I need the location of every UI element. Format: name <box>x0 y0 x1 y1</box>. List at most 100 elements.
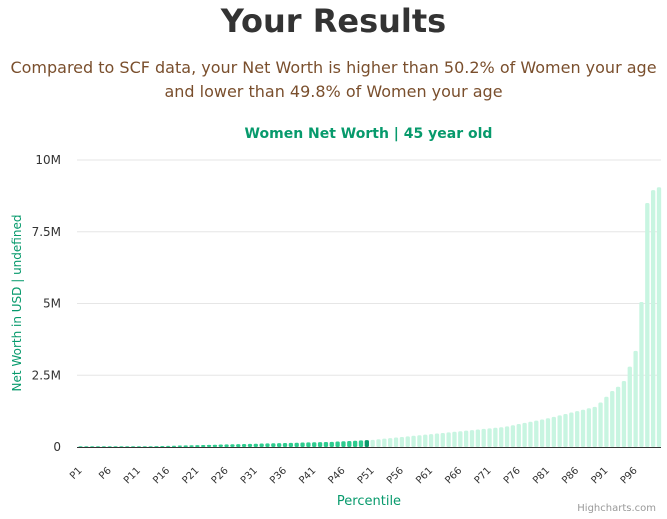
bar-P58 <box>411 435 416 447</box>
bar-P75 <box>510 425 516 447</box>
bar-P16 <box>165 445 171 447</box>
bar-P74 <box>504 426 510 447</box>
bar-P96 <box>633 350 638 447</box>
x-tick-label: P56 <box>385 465 406 486</box>
bar-P81 <box>545 418 551 447</box>
y-tick-label: 2.5M <box>32 368 61 382</box>
bar-P57 <box>405 436 410 447</box>
bar-P100 <box>656 187 662 447</box>
bar-P56 <box>399 436 405 447</box>
bar-P13 <box>148 446 153 447</box>
bar-P4 <box>95 446 101 447</box>
result-summary: Compared to SCF data, your Net Worth is … <box>0 56 667 104</box>
bar-P64 <box>446 432 451 447</box>
bar-P14 <box>154 446 159 447</box>
bar-P90 <box>598 402 603 447</box>
bar-P2 <box>84 446 89 447</box>
bar-P6 <box>107 446 112 447</box>
x-tick-label: P66 <box>443 465 464 486</box>
bar-P66 <box>458 431 463 447</box>
bar-P42 <box>317 442 323 447</box>
bar-P69 <box>475 429 481 447</box>
bar-P65 <box>452 431 457 447</box>
x-tick-label: P46 <box>327 465 348 486</box>
bar-P7 <box>113 446 118 447</box>
bar-P12 <box>142 446 147 447</box>
bar-P45 <box>335 441 340 447</box>
highcharts-credit-link[interactable]: Highcharts.com <box>577 503 656 514</box>
bar-P51 <box>370 439 375 447</box>
bar-P27 <box>230 444 235 447</box>
bar-P39 <box>300 442 305 447</box>
bar-P41 <box>312 442 317 447</box>
bar-P97 <box>639 302 644 447</box>
bar-P95 <box>627 366 632 447</box>
bar-P61 <box>428 434 434 447</box>
bar-P34 <box>271 443 276 447</box>
page-title: Your Results <box>220 2 447 40</box>
x-tick-label: P76 <box>502 465 523 486</box>
bar-P9 <box>125 446 130 447</box>
bar-series <box>78 187 662 448</box>
bar-P67 <box>464 430 469 447</box>
bar-P11 <box>136 446 142 447</box>
grid-lines <box>77 159 661 376</box>
bar-P83 <box>557 415 562 447</box>
bar-P86 <box>575 411 580 448</box>
x-tick-label: P96 <box>619 465 640 486</box>
bar-P31 <box>253 443 258 447</box>
x-tick-label: P31 <box>239 465 260 486</box>
bar-P82 <box>551 416 556 447</box>
bar-P17 <box>171 445 177 447</box>
x-tick-label: P61 <box>414 465 435 486</box>
bar-P60 <box>423 434 428 447</box>
bar-P40 <box>306 442 311 447</box>
bar-P84 <box>563 414 568 447</box>
x-tick-label: P16 <box>151 465 172 486</box>
bar-P5 <box>101 446 107 447</box>
bar-P77 <box>522 422 527 447</box>
bar-P54 <box>388 438 393 447</box>
bar-P22 <box>201 444 206 447</box>
x-tick-label: P81 <box>531 465 552 486</box>
x-tick-label: P26 <box>210 465 231 486</box>
bar-P68 <box>469 430 475 447</box>
bar-P19 <box>183 445 188 447</box>
bar-P3 <box>90 446 95 447</box>
bar-P26 <box>224 444 229 447</box>
bar-P23 <box>206 444 212 447</box>
bar-P85 <box>569 412 574 447</box>
bar-P53 <box>382 438 387 447</box>
bar-P88 <box>586 408 592 447</box>
bar-P50 <box>364 440 369 447</box>
bar-P55 <box>393 437 399 447</box>
bar-P62 <box>434 433 440 447</box>
summary-line-2: and lower than 49.8% of Women your age <box>164 82 503 101</box>
x-tick-label: P1 <box>68 465 85 482</box>
bar-P24 <box>212 444 218 447</box>
bar-P25 <box>218 444 223 447</box>
bar-P49 <box>358 440 364 447</box>
bar-P71 <box>487 428 492 447</box>
x-tick-label: P6 <box>97 465 114 482</box>
y-tick-label: 5M <box>43 297 61 311</box>
x-tick-label: P21 <box>180 465 201 486</box>
bar-P37 <box>288 442 294 447</box>
bar-P15 <box>160 446 165 447</box>
y-axis-title: Net Worth in USD | undefined <box>10 215 24 392</box>
chart-title: Women Net Worth | 45 year old <box>244 126 493 142</box>
bar-P87 <box>580 409 586 447</box>
bar-P76 <box>516 424 521 447</box>
bar-P72 <box>493 427 498 447</box>
bar-P63 <box>440 432 445 447</box>
bar-P89 <box>592 406 597 447</box>
summary-line-1: Compared to SCF data, your Net Worth is … <box>10 58 657 77</box>
y-tick-label: 7.5M <box>32 225 61 239</box>
x-tick-label: P41 <box>297 465 318 486</box>
bar-P80 <box>539 419 545 447</box>
bar-P36 <box>282 442 288 447</box>
bar-P1 <box>78 446 83 447</box>
bar-P28 <box>236 444 241 447</box>
x-tick-label: P51 <box>356 465 377 486</box>
bar-P33 <box>265 443 270 447</box>
